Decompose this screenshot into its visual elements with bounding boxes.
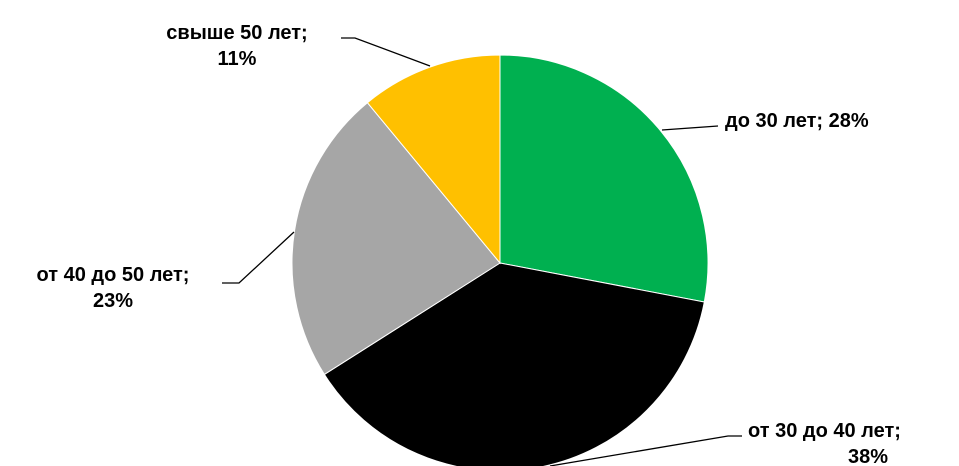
data-label-1-line-1: до 30 лет; 28% [725,110,869,132]
data-label-4-line-1: свыше 50 лет; [166,22,307,44]
leader-lines [222,37,742,466]
leader-line-1 [661,125,719,131]
data-label-4-line-2: 11% [218,48,257,70]
leader-line-4 [341,37,431,67]
pie-slice-3 [291,102,501,376]
leader-line-2 [549,435,742,466]
data-label-2-line-2: 38% [848,446,888,466]
data-label-2-line-1: от 30 до 40 лет; [748,420,901,442]
leader-line-3 [222,231,295,284]
pie-slice-2 [323,262,705,466]
data-label-3-line-1: от 40 до 50 лет; [37,264,190,286]
pie-slice-4 [366,54,501,265]
pie-slices [291,54,709,466]
pie-slice-1 [499,54,709,303]
data-labels: до 30 лет; 28% от 30 до 40 лет; 38% от 40 д… [37,22,901,466]
data-label-3-line-2: 23% [93,290,133,312]
